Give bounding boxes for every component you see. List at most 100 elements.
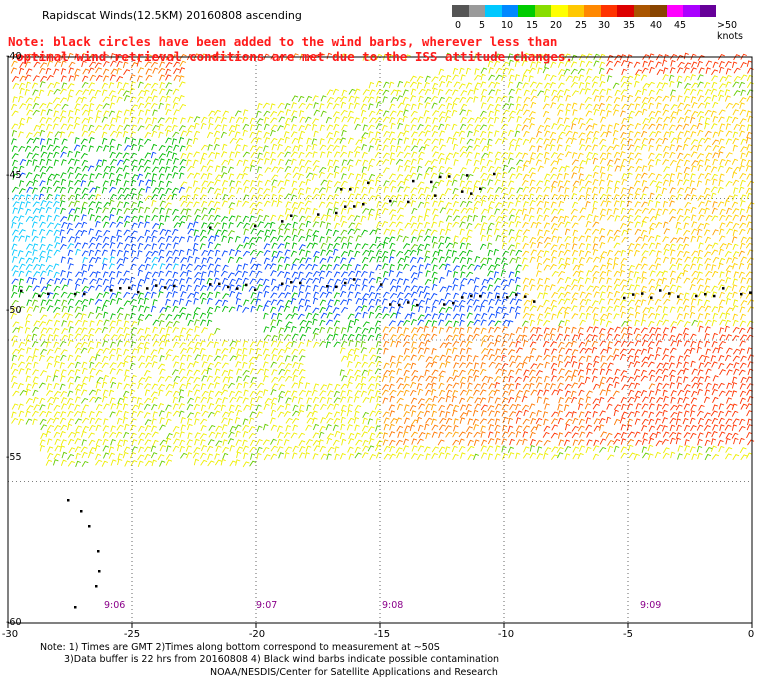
wind-barb-group — [11, 52, 755, 447]
lat-label-60: -60 — [6, 617, 22, 628]
axis-ticks — [7, 623, 753, 628]
quality-flag-dot — [524, 295, 527, 298]
colorbar-swatch — [567, 5, 584, 17]
quality-flag-dot — [380, 283, 383, 286]
wind-barb-group — [11, 138, 522, 327]
quality-flag-dot — [470, 294, 473, 298]
quality-flag-dot — [430, 180, 433, 184]
quality-flag-dot — [218, 282, 221, 286]
quality-flag-dot — [497, 295, 500, 299]
lat-label-50: -50 — [6, 305, 22, 316]
colorbar-swatch — [501, 5, 518, 17]
quality-flag-dot — [461, 296, 464, 299]
quality-flag-dot — [632, 293, 635, 296]
quality-flag-markers — [20, 172, 752, 609]
quality-flag-dot — [344, 205, 347, 208]
lon-label-10: -10 — [497, 629, 515, 640]
colorbar-tick-label: 10 — [500, 20, 514, 31]
quality-flag-dot — [349, 188, 352, 191]
quality-flag-dot — [38, 294, 41, 298]
quality-flag-dot — [335, 285, 338, 289]
quality-flag-dot — [254, 224, 257, 228]
time-label-1: 9:06 — [104, 600, 126, 611]
colorbar-swatch — [452, 5, 469, 17]
quality-flag-dot — [479, 294, 482, 298]
quality-flag-dot — [209, 226, 212, 229]
quality-flag-dot — [650, 296, 653, 299]
lon-label-15: -15 — [373, 629, 391, 640]
colorbar-tick-label: 20 — [549, 20, 563, 31]
quality-flag-dot — [515, 293, 518, 296]
quality-flag-dot — [344, 281, 347, 285]
quality-flag-dot — [740, 292, 743, 296]
quality-flag-dot — [448, 175, 451, 178]
quality-flag-dot — [74, 606, 77, 609]
quality-flag-dot — [290, 281, 293, 284]
quality-flag-dot — [641, 292, 644, 295]
wind-barb-group — [10, 137, 523, 348]
wind-barb-group — [11, 52, 754, 468]
colorbar-tick-label: 25 — [574, 20, 588, 31]
quality-flag-dot — [466, 174, 469, 177]
colorbar-ticks: 0 5 10 15 20 25 30 35 40 45 >50 knots — [452, 20, 752, 42]
colorbar-tick-label: 15 — [525, 20, 539, 31]
colorbar-swatch — [551, 5, 568, 17]
colorbar-swatch — [699, 5, 716, 17]
colorbar-tick-label: 0 — [454, 20, 462, 31]
quality-flag-dot — [164, 286, 167, 289]
colorbar-tick-label: 35 — [622, 20, 636, 31]
colorbar-tick-label: >50 knots — [717, 20, 744, 42]
quality-flag-dot — [506, 296, 509, 299]
quality-flag-dot — [67, 499, 70, 502]
colorbar-swatch — [518, 5, 535, 17]
quality-flag-dot — [461, 190, 464, 193]
note-line-2: optimal wind retrieval conditions are me… — [16, 49, 573, 64]
quality-flag-dot — [83, 292, 86, 296]
quality-flag-dot — [470, 192, 473, 195]
quality-flag-dot — [20, 289, 23, 293]
quality-flag-dot — [146, 287, 149, 290]
quality-flag-dot — [245, 283, 248, 287]
quality-flag-dot — [227, 285, 230, 289]
colorbar-swatch — [650, 5, 667, 17]
quality-flag-dot — [88, 525, 91, 528]
quality-flag-dot — [412, 179, 415, 183]
quality-flag-dot — [317, 213, 320, 216]
quality-flag-dot — [623, 296, 626, 300]
quality-flag-dot — [479, 187, 482, 191]
quality-flag-dot — [110, 289, 113, 292]
lat-label-45: -45 — [6, 170, 22, 181]
wind-barb-group — [10, 52, 656, 446]
quality-flag-dot — [452, 301, 455, 305]
quality-flag-dot — [407, 301, 410, 304]
quality-flag-dot — [290, 214, 293, 218]
lat-label-55: -55 — [6, 452, 22, 463]
time-label-4: 9:09 — [640, 600, 662, 611]
quality-flag-dot — [704, 292, 707, 296]
quality-flag-dot — [80, 510, 83, 513]
quality-flag-dot — [119, 287, 122, 290]
map-title: Rapidscat Winds(12.5KM) 20160808 ascendi… — [42, 9, 302, 22]
quality-flag-dot — [493, 172, 496, 176]
lon-label-25: -25 — [123, 629, 141, 640]
footer-credit: NOAA/NESDIS/Center for Satellite Applica… — [210, 667, 498, 678]
quality-flag-dot — [95, 585, 98, 588]
quality-flag-dot — [254, 288, 257, 292]
quality-flag-dot — [340, 188, 343, 191]
quality-flag-dot — [353, 205, 356, 208]
quality-flag-dot — [722, 287, 725, 290]
wind-barb-group — [11, 53, 753, 446]
quality-flag-dot — [389, 303, 392, 306]
quality-flag-dot — [439, 175, 442, 179]
wind-barb-group — [521, 94, 755, 321]
colorbar-swatch — [633, 5, 650, 17]
quality-flag-dot — [695, 294, 698, 298]
time-label-3: 9:08 — [382, 600, 404, 611]
quality-flag-dot — [209, 283, 212, 286]
quality-flag-dot — [407, 200, 410, 204]
quality-flag-dot — [659, 289, 662, 292]
quality-flag-dot — [128, 286, 131, 290]
colorbar-tick-label: 45 — [673, 20, 687, 31]
colorbar-swatch — [468, 5, 485, 17]
